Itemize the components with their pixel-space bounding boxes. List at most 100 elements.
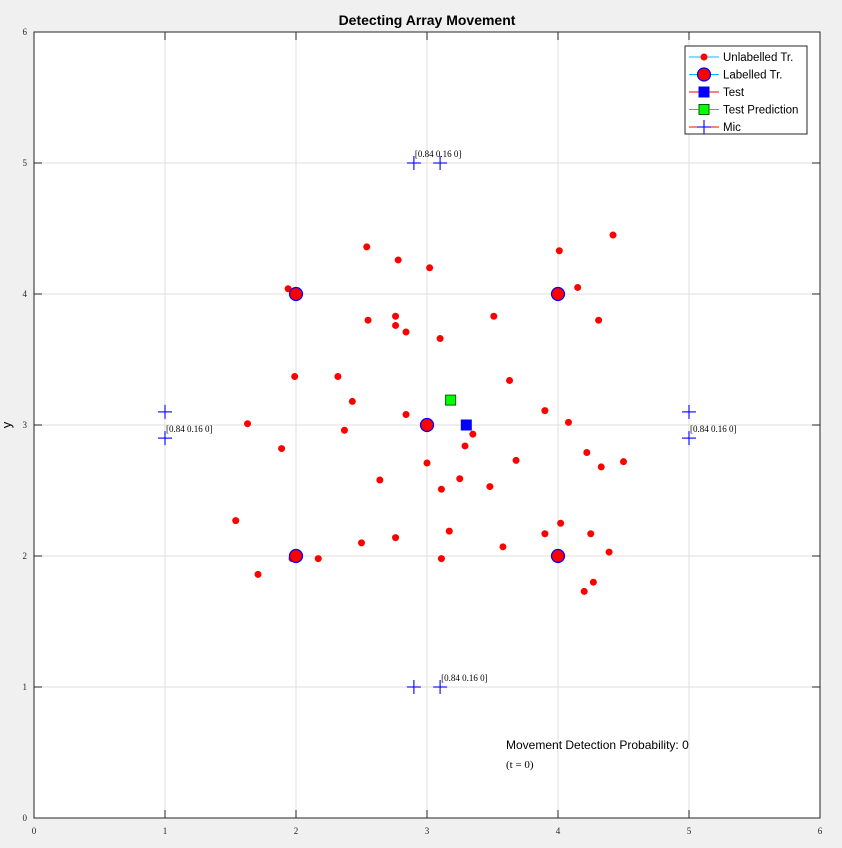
y-tick-label: 3 [23,420,28,430]
status-time: (t = 0) [506,759,534,771]
unlabelled-point [512,456,520,464]
labelled-point [550,548,566,564]
unlabelled-point [437,485,445,493]
unlabelled-point [499,543,507,551]
unlabelled-point [348,397,356,405]
unlabelled-point [363,243,371,251]
y-tick-label: 5 [23,158,28,168]
status-probability: Movement Detection Probability: 0 [506,738,689,752]
unlabelled-point [254,570,262,578]
prediction-point [445,394,457,406]
unlabelled-point [609,231,617,239]
unlabelled-point [436,335,444,343]
unlabelled-point [426,264,434,272]
x-tick-label: 6 [818,826,823,836]
unlabelled-point [541,407,549,415]
x-tick-label: 1 [163,826,168,836]
unlabelled-point [244,420,252,428]
y-tick-label: 2 [23,551,28,561]
unlabelled-point [445,527,453,535]
x-tick-label: 3 [425,826,430,836]
chart-title: Detecting Array Movement [339,12,516,28]
annotations: [0.84 0.16 0] [0.84 0.16 0] [0.84 0.16 0] [… [166,149,737,683]
mic-marker [158,404,172,419]
unlabelled-point [402,328,410,336]
unlabelled-point [437,555,445,563]
x-tick-label: 4 [556,826,561,836]
unlabelled-point [506,376,514,384]
axis-ticks: 0 1 2 3 4 5 6 0 1 2 3 4 5 6 [23,27,823,836]
legend-label: Test [723,87,745,99]
unlabelled-point [574,283,582,291]
mic-marker [682,431,696,446]
y-tick-label: 0 [23,813,28,823]
unlabelled-point [364,316,372,324]
unlabelled-point [597,463,605,471]
y-tick-label: 1 [23,682,28,692]
unlabelled-point [392,312,400,320]
unlabelled-point [376,476,384,484]
unlabelled-point [555,247,563,255]
unlabelled-point [620,458,627,466]
unlabelled-point [423,459,431,467]
mic-marker [682,404,696,419]
unlabelled-point [334,373,342,381]
unlabelled-point [486,483,494,491]
legend-marker [700,53,708,61]
unlabelled-point [392,321,400,329]
y-tick-label: 4 [23,289,28,299]
unlabelled-point [490,312,498,320]
point-annotation: [0.84 0.16 0] [166,424,213,434]
legend-label: Test Prediction [723,105,798,117]
unlabelled-point [232,517,240,525]
mic-marker [406,156,421,170]
legend[interactable]: Unlabelled Tr. Labelled Tr. Test Test Predi… [684,45,808,135]
legend-marker [697,120,711,134]
data-marks [158,156,696,694]
unlabelled-point [461,442,469,450]
legend-marker [698,86,710,98]
mic-marker [158,431,172,446]
test-point [460,419,472,431]
labelled-point [288,548,304,564]
y-axis-label: y [0,421,14,428]
unlabelled-point [402,411,410,419]
legend-marker [698,104,710,115]
unlabelled-point [392,534,400,542]
legend-label: Mic [723,122,741,134]
unlabelled-point [595,316,603,324]
point-annotation: [0.84 0.16 0] [415,149,462,159]
unlabelled-point [583,449,591,457]
unlabelled-point [340,426,348,434]
legend-label: Unlabelled Tr. [723,52,793,64]
unlabelled-point [589,578,597,586]
labelled-point [288,286,304,302]
unlabelled-point [394,256,402,264]
unlabelled-point [587,530,595,538]
unlabelled-point [605,548,613,556]
x-tick-label: 0 [32,826,37,836]
unlabelled-point [314,555,322,563]
labelled-point [550,286,566,302]
y-tick-label: 6 [23,27,28,37]
x-tick-label: 2 [294,826,299,836]
legend-label: Labelled Tr. [723,70,782,82]
unlabelled-point [358,539,365,547]
mic-marker [406,680,421,694]
mic-marker [433,680,448,694]
labelled-point [419,417,435,433]
unlabelled-point [564,418,572,426]
unlabelled-point [278,445,286,453]
unlabelled-point [557,519,565,527]
point-annotation: [0.84 0.16 0] [441,673,488,683]
unlabelled-point [291,373,299,381]
unlabelled-point [469,430,477,438]
mic-marker [433,156,448,170]
unlabelled-point [541,530,549,538]
unlabelled-point [456,475,464,483]
unlabelled-point [580,587,588,595]
point-annotation: [0.84 0.16 0] [690,424,737,434]
legend-marker [696,67,712,82]
x-tick-label: 5 [687,826,692,836]
